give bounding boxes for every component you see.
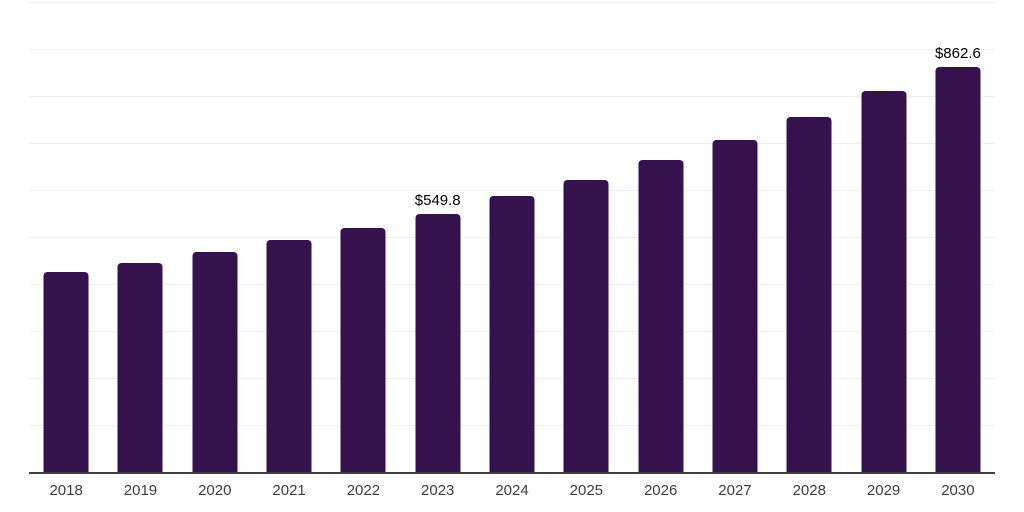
gridline <box>29 190 995 191</box>
bar-group-2019 <box>103 2 177 472</box>
bar-group-2027 <box>698 2 772 472</box>
bar-group-2028 <box>772 2 846 472</box>
bar-group-2025 <box>549 2 623 472</box>
bar-group-2023: $549.8 <box>401 2 475 472</box>
x-tick-2023: 2023 <box>421 482 455 499</box>
x-tick-2020: 2020 <box>198 482 232 499</box>
gridline <box>29 96 995 97</box>
x-tick-2027: 2027 <box>718 482 752 499</box>
data-label-2030: $862.6 <box>934 44 981 62</box>
bar-2021 <box>266 239 312 472</box>
bar-2027 <box>712 139 758 472</box>
plot-area: $549.8 $862.6 <box>29 2 995 474</box>
x-tick-2028: 2028 <box>792 482 826 499</box>
bar-2026 <box>638 159 684 472</box>
bar-2020 <box>192 252 238 472</box>
bar-2030 <box>935 66 981 472</box>
x-tick-2029: 2029 <box>866 482 901 499</box>
bar-2019 <box>117 263 163 472</box>
bar-group-2020 <box>178 2 252 472</box>
gridline <box>29 49 995 50</box>
x-tick-2022: 2022 <box>346 482 381 499</box>
x-tick-2019: 2019 <box>123 482 158 499</box>
x-tick-2030: 2030 <box>941 482 975 499</box>
bar-2018 <box>43 272 89 472</box>
bar-2025 <box>563 179 609 472</box>
gridline <box>29 143 995 144</box>
x-axis-line <box>29 472 995 474</box>
x-tick-2018: 2018 <box>49 482 83 499</box>
bar-group-2029 <box>846 2 920 472</box>
x-tick-2025: 2025 <box>569 482 604 499</box>
bar-2028 <box>786 117 832 472</box>
bars-row: $549.8 $862.6 <box>29 2 995 472</box>
bar-group-2021 <box>252 2 326 472</box>
bar-2023 <box>415 213 461 472</box>
bar-group-2022 <box>326 2 400 472</box>
bar-2024 <box>489 196 535 472</box>
bar-group-2018 <box>29 2 103 472</box>
gridline <box>29 2 995 3</box>
x-axis: 2018 2019 2020 2021 2022 2023 2024 2025 2026 2027… <box>29 472 995 498</box>
x-tick-2021: 2021 <box>272 482 306 499</box>
data-label-2023: $549.8 <box>414 191 461 209</box>
bar-group-2024 <box>475 2 549 472</box>
bar-2029 <box>861 91 907 472</box>
bar-group-2026 <box>624 2 698 472</box>
bar-group-2030: $862.6 <box>921 2 995 472</box>
x-tick-2024: 2024 <box>495 482 529 499</box>
x-tick-2026: 2026 <box>643 482 678 499</box>
bar-2022 <box>340 227 386 472</box>
